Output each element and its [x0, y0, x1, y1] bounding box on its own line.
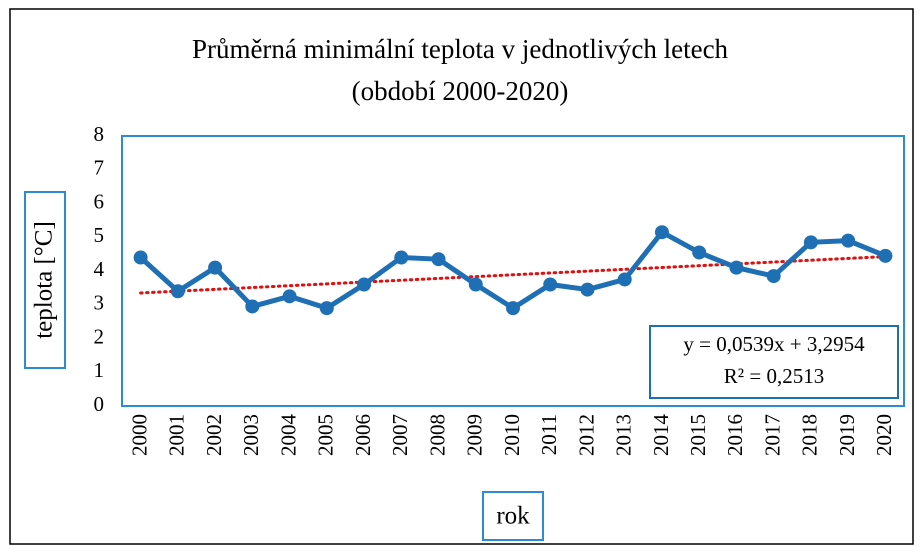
- data-point: [282, 289, 297, 304]
- x-tick-label: 2014: [649, 414, 673, 457]
- x-tick-label: 2000: [127, 414, 151, 456]
- x-tick-label: 2020: [872, 414, 896, 456]
- data-point: [394, 250, 409, 265]
- data-point: [654, 225, 669, 240]
- x-tick-label: 2008: [425, 414, 449, 456]
- x-tick-label: 2002: [202, 414, 226, 456]
- x-tick-label: 2011: [537, 414, 561, 455]
- x-tick-label: 2015: [686, 414, 710, 456]
- trend-line: [139, 255, 887, 295]
- data-point: [543, 277, 558, 292]
- trend-equation: y = 0,0539x + 3,2954: [683, 332, 865, 356]
- y-label-box: [24, 191, 66, 369]
- x-tick-label: 2019: [835, 414, 859, 456]
- x-tick-label: 2016: [723, 414, 747, 456]
- data-point: [431, 252, 446, 267]
- x-tick-label: 2009: [463, 414, 487, 456]
- x-axis-label: rok: [496, 503, 530, 530]
- y-tick-label: 7: [94, 156, 105, 180]
- equation-box: [649, 325, 899, 399]
- y-tick-label: 6: [94, 189, 105, 213]
- data-point: [580, 282, 595, 297]
- data-point: [766, 269, 781, 284]
- x-label-box: [482, 491, 544, 541]
- y-tick-label: 5: [94, 223, 105, 247]
- data-point: [170, 284, 185, 299]
- data-point: [133, 250, 148, 265]
- y-tick-label: 2: [94, 324, 105, 348]
- y-axis-label: teplota [°C]: [31, 221, 58, 339]
- x-tick-label: 2003: [239, 414, 263, 456]
- data-point: [506, 301, 520, 316]
- x-tick-label: 2017: [760, 414, 784, 456]
- y-tick-label: 1: [94, 358, 105, 382]
- x-tick-label: 2006: [351, 414, 375, 456]
- x-tick-label: 2018: [798, 414, 822, 456]
- data-point: [245, 299, 260, 314]
- x-tick-label: 2001: [165, 414, 189, 456]
- data-point: [617, 272, 632, 287]
- x-tick-label: 2005: [314, 414, 338, 456]
- x-tick-label: 2010: [500, 414, 524, 456]
- data-point: [841, 233, 856, 248]
- x-tick-label: 2007: [388, 414, 412, 456]
- data-point: [878, 248, 893, 263]
- data-point: [803, 235, 818, 250]
- data-point: [692, 245, 707, 260]
- x-tick-label: 2013: [612, 414, 636, 456]
- data-point: [319, 301, 334, 316]
- plot-area: [121, 135, 905, 407]
- chart-subtitle: (období 2000-2020): [352, 76, 569, 106]
- chart-title: Průměrná minimální teplota v jednotlivýc…: [192, 34, 729, 64]
- data-point: [729, 260, 744, 275]
- y-tick-label: 3: [94, 291, 105, 315]
- x-tick-label: 2004: [276, 414, 300, 457]
- data-point: [208, 260, 223, 275]
- data-point: [468, 277, 483, 292]
- trend-r-squared: R² = 0,2513: [724, 364, 824, 388]
- y-tick-label: 0: [94, 392, 105, 416]
- y-tick-label: 8: [94, 122, 105, 146]
- y-tick-label: 4: [94, 257, 105, 281]
- data-point: [357, 277, 372, 292]
- x-tick-label: 2012: [574, 414, 598, 456]
